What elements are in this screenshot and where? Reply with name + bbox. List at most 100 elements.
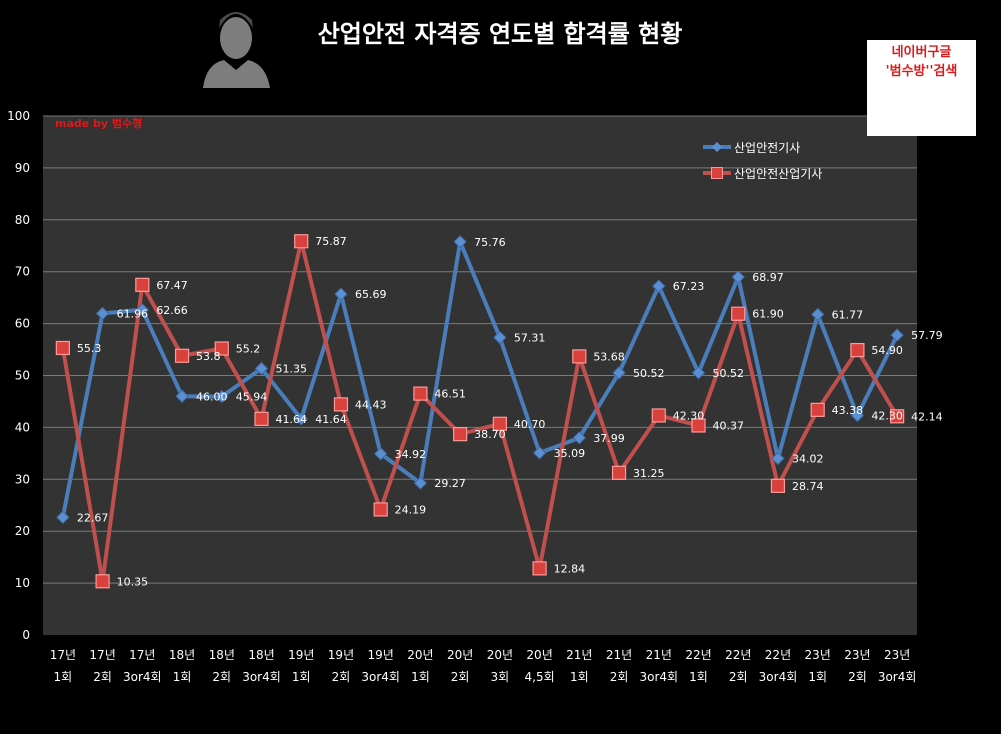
x-tick-label: 3or4회 — [759, 670, 798, 684]
x-tick-label: 3or4회 — [361, 670, 400, 684]
data-point — [453, 235, 467, 249]
data-label: 61.77 — [832, 308, 864, 321]
x-tick-label: 3or4회 — [123, 670, 162, 684]
data-label: 61.90 — [752, 308, 784, 321]
x-tick-label: 2회 — [610, 670, 629, 684]
x-tick-label: 3회 — [491, 670, 510, 684]
x-tick-label: 18년 — [248, 648, 274, 662]
data-point — [532, 446, 547, 460]
y-tick-label: 90 — [15, 161, 30, 175]
legend-entry: 산업안전기사 — [734, 141, 800, 155]
data-label: 67.23 — [673, 280, 705, 293]
data-label: 53.68 — [593, 350, 625, 363]
person-silhouette-icon — [203, 12, 270, 88]
made-by-label: made by 범수형 — [55, 117, 143, 130]
legend-entry: 산업안전산업기사 — [734, 167, 822, 181]
note-line-2: '범수방''검색 — [885, 64, 958, 79]
data-label: 34.92 — [395, 448, 427, 461]
data-label: 50.52 — [633, 367, 665, 380]
x-tick-label: 21년 — [606, 648, 632, 662]
x-tick-label: 23년 — [884, 648, 910, 662]
data-point — [691, 366, 706, 380]
data-label: 40.70 — [514, 418, 546, 431]
data-label: 51.35 — [276, 362, 308, 375]
x-tick-label: 22년 — [765, 648, 791, 662]
search-note-box: 네이버구글 '범수방''검색 — [867, 40, 976, 136]
data-point — [135, 303, 150, 317]
x-tick-label: 1회 — [570, 670, 589, 684]
data-label: 75.87 — [315, 235, 347, 248]
data-point — [572, 349, 587, 364]
data-label: 34.02 — [792, 452, 824, 465]
data-point — [373, 502, 388, 517]
data-label: 41.64 — [315, 413, 347, 426]
data-label: 65.69 — [355, 288, 387, 301]
x-tick-label: 1회 — [292, 670, 311, 684]
y-tick-label: 30 — [15, 472, 30, 486]
avatar-hair — [219, 12, 253, 28]
x-tick-label: 22년 — [685, 648, 711, 662]
data-point — [731, 306, 746, 321]
data-point — [175, 389, 189, 403]
data-point — [611, 465, 627, 480]
data-label: 42.30 — [871, 409, 903, 422]
data-label: 41.64 — [276, 413, 308, 426]
x-tick-label: 2회 — [212, 670, 231, 684]
data-label: 61.96 — [117, 307, 149, 320]
x-tick-label: 1회 — [173, 670, 192, 684]
y-tick-label: 70 — [15, 265, 30, 279]
y-tick-label: 80 — [15, 213, 30, 227]
x-tick-label: 22년 — [725, 648, 751, 662]
x-tick-label: 1회 — [54, 670, 73, 684]
x-tick-label: 18년 — [209, 648, 235, 662]
x-tick-label: 2회 — [332, 670, 351, 684]
data-label: 40.37 — [713, 419, 745, 432]
data-point — [334, 287, 348, 301]
data-point — [214, 341, 229, 356]
data-point — [413, 386, 428, 401]
x-tick-label: 2회 — [451, 670, 470, 684]
data-point — [492, 416, 507, 431]
data-label: 42.14 — [911, 410, 943, 423]
data-label: 10.35 — [117, 575, 149, 588]
chart-title: 산업안전 자격증 연도별 합격률 현황 — [317, 20, 683, 48]
x-tick-label: 21년 — [646, 648, 672, 662]
x-tick-label: 18년 — [169, 648, 195, 662]
x-tick-label: 1회 — [808, 670, 827, 684]
x-tick-label: 23년 — [805, 648, 831, 662]
data-label: 50.52 — [713, 367, 745, 380]
data-point — [691, 418, 706, 433]
data-label: 54.90 — [871, 344, 903, 357]
x-tick-label: 20년 — [407, 648, 433, 662]
data-point — [95, 574, 110, 589]
data-label: 29.27 — [434, 477, 466, 490]
data-label: 38.70 — [474, 428, 506, 441]
data-point — [771, 451, 785, 466]
avatar-head — [220, 17, 252, 59]
x-tick-label: 4,5회 — [525, 670, 555, 684]
data-label: 22.67 — [77, 511, 109, 524]
y-tick-label: 100 — [7, 109, 30, 123]
x-tick-label: 20년 — [487, 648, 513, 662]
x-tick-label: 17년 — [129, 648, 155, 662]
data-label: 55.2 — [236, 343, 260, 356]
avatar-body — [203, 60, 270, 88]
data-label: 35.09 — [554, 447, 586, 460]
data-point — [373, 447, 388, 461]
data-point — [55, 340, 70, 356]
data-label: 75.76 — [474, 236, 506, 249]
x-tick-label: 19년 — [368, 648, 394, 662]
x-tick-label: 1회 — [689, 670, 708, 684]
series-line-1 — [60, 239, 899, 518]
data-label: 44.43 — [355, 398, 387, 411]
data-label: 55.3 — [77, 342, 102, 355]
data-point — [453, 427, 468, 442]
y-tick-label: 0 — [22, 628, 30, 642]
data-point — [652, 279, 666, 293]
data-point — [890, 409, 905, 424]
note-line-1: 네이버구글 — [891, 45, 952, 60]
data-point — [810, 402, 825, 417]
data-label: 37.99 — [593, 432, 625, 445]
data-label: 24.19 — [395, 503, 427, 516]
